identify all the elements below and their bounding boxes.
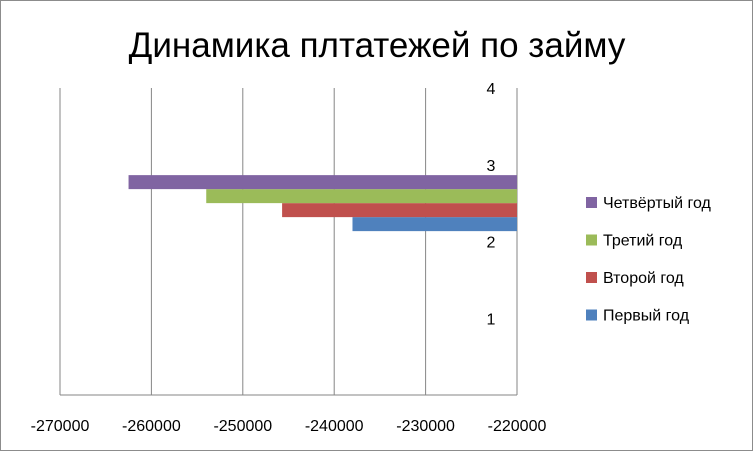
- legend-label: Третий год: [603, 233, 683, 250]
- category-labels: 1 2 3 4: [487, 81, 496, 328]
- category-label: 4: [487, 81, 496, 98]
- legend-swatch: [586, 197, 597, 208]
- legend: Четвёртый год Третий год Второй год Первый …: [586, 195, 712, 325]
- category-label: 1: [487, 311, 496, 328]
- legend-swatch: [586, 309, 597, 321]
- legend-label: Первый год: [603, 308, 690, 325]
- x-tick-label: -250000: [213, 418, 272, 435]
- legend-label: Второй год: [603, 270, 684, 287]
- chart-title: Динамика плтатежей по займу: [129, 26, 626, 65]
- x-tick-label: -230000: [396, 418, 455, 435]
- legend-label: Четвёртый год: [603, 195, 712, 212]
- bar: [352, 217, 517, 232]
- legend-swatch: [586, 234, 597, 246]
- x-tick-label: -220000: [488, 418, 547, 435]
- legend-swatch: [586, 272, 597, 283]
- bars: [128, 175, 518, 232]
- bar: [206, 189, 518, 204]
- x-tick-label: -270000: [31, 418, 90, 435]
- x-tick-label: -240000: [305, 418, 364, 435]
- bar: [128, 175, 518, 190]
- bar: [282, 203, 517, 218]
- x-tick-labels: -270000 -260000 -250000 -240000 -230000 -2200…: [31, 418, 547, 435]
- category-label: 2: [487, 235, 496, 252]
- x-tick-label: -260000: [122, 418, 181, 435]
- category-label: 3: [487, 158, 496, 175]
- grid-lines: [59, 88, 518, 395]
